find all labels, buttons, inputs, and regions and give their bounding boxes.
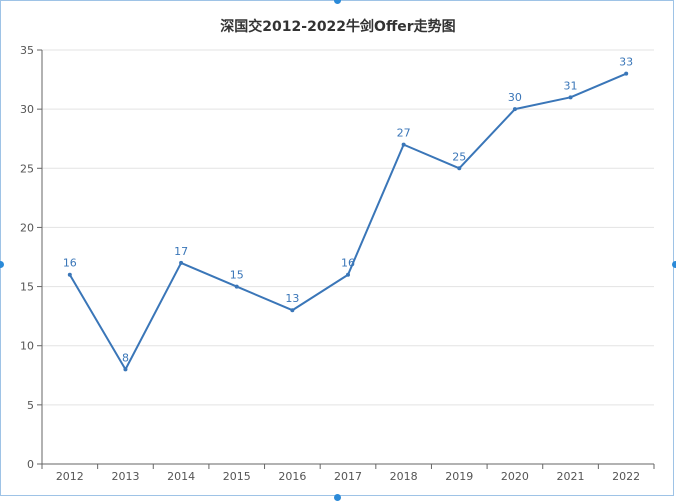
data-point [457, 166, 462, 171]
x-tick-label: 2015 [223, 470, 251, 483]
x-tick-label: 2021 [557, 470, 585, 483]
data-label: 16 [63, 257, 77, 270]
y-axis-ticks: 0 5 10 15 20 25 30 35 [20, 44, 42, 471]
data-point [624, 71, 629, 76]
data-labels: 16 8 17 15 13 16 27 25 30 31 33 [63, 56, 633, 365]
x-tick-label: 2019 [445, 470, 473, 483]
grid-lines [42, 49, 654, 406]
resize-handle-right[interactable] [672, 261, 676, 268]
y-tick-label: 35 [20, 44, 34, 57]
data-label: 30 [508, 91, 522, 104]
data-label: 16 [341, 257, 355, 270]
x-tick-label: 2018 [390, 470, 418, 483]
x-tick-label: 2012 [56, 470, 84, 483]
y-tick-label: 30 [20, 103, 34, 116]
y-tick-label: 15 [20, 281, 34, 294]
resize-handle-left[interactable] [0, 261, 4, 268]
data-point [512, 107, 517, 112]
chart-title: 深国交2012-2022牛剑Offer走势图 [220, 19, 456, 35]
data-point [123, 367, 128, 372]
series-group [67, 71, 629, 372]
data-point [346, 272, 350, 277]
data-point [401, 142, 406, 147]
y-tick-label: 0 [27, 458, 34, 471]
resize-handle-top[interactable] [334, 0, 341, 4]
x-tick-label: 2022 [612, 470, 640, 483]
x-tick-label: 2014 [167, 470, 195, 483]
data-label: 25 [452, 150, 466, 163]
data-label: 17 [174, 245, 188, 258]
data-label: 8 [122, 351, 129, 364]
data-label: 15 [230, 269, 244, 282]
axes [41, 50, 654, 465]
x-tick-label: 2017 [334, 470, 362, 483]
data-label: 33 [619, 56, 633, 69]
y-tick-label: 5 [27, 399, 34, 412]
y-tick-label: 25 [20, 162, 34, 175]
data-point [179, 260, 184, 265]
data-point [290, 308, 295, 313]
data-label: 27 [397, 127, 411, 140]
x-tick-label: 2016 [278, 470, 306, 483]
y-tick-label: 10 [20, 340, 34, 353]
x-axis-ticks: 2012 2013 2014 2015 2016 2017 2018 2019 2020 2021… [41, 464, 655, 483]
data-label: 13 [285, 292, 299, 305]
data-point [568, 95, 573, 100]
x-tick-label: 2013 [111, 470, 139, 483]
data-point [67, 272, 72, 277]
data-point [234, 284, 239, 289]
y-tick-label: 20 [20, 221, 34, 234]
x-tick-label: 2020 [501, 470, 529, 483]
series-line [68, 72, 627, 371]
data-label: 31 [564, 79, 578, 92]
